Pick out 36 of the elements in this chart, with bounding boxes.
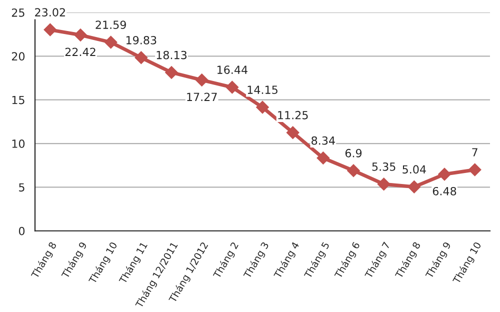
point	[316, 152, 330, 164]
point	[104, 36, 118, 49]
point	[377, 178, 390, 191]
y-tick-label: 10	[12, 139, 25, 148]
point	[44, 23, 57, 36]
y-tick-label: 20	[12, 52, 25, 61]
y-tick-label: 15	[12, 96, 24, 104]
data-label: 5.35	[372, 162, 396, 171]
y-tick-label: 0	[18, 226, 25, 236]
data-label: 8.34	[312, 136, 335, 145]
point	[226, 80, 239, 94]
data-label: 6.48	[432, 186, 456, 196]
data-label: 21.59	[96, 20, 126, 30]
data-label: 11.25	[278, 110, 308, 120]
data-label: 19.83	[126, 36, 156, 44]
y-tick-label: 5	[19, 183, 24, 192]
data-label: 7	[472, 148, 478, 156]
data-label: 16.44	[217, 66, 248, 74]
point	[438, 168, 451, 181]
point	[195, 74, 208, 86]
y-tick-label: 25	[12, 8, 24, 17]
point	[256, 100, 269, 114]
point	[134, 51, 148, 64]
data-label: 17.27	[187, 92, 217, 101]
data-label: 5.04	[402, 165, 426, 174]
data-label: 18.13	[156, 50, 187, 60]
point	[74, 28, 87, 42]
point	[286, 126, 300, 140]
point	[468, 163, 482, 176]
data-label: 23.02	[35, 8, 65, 17]
data-label: 14.15	[248, 86, 278, 94]
point	[408, 180, 421, 194]
point	[347, 164, 360, 178]
point	[165, 66, 178, 79]
data-label: 6.9	[345, 148, 362, 158]
data-label: 22.42	[65, 48, 96, 56]
